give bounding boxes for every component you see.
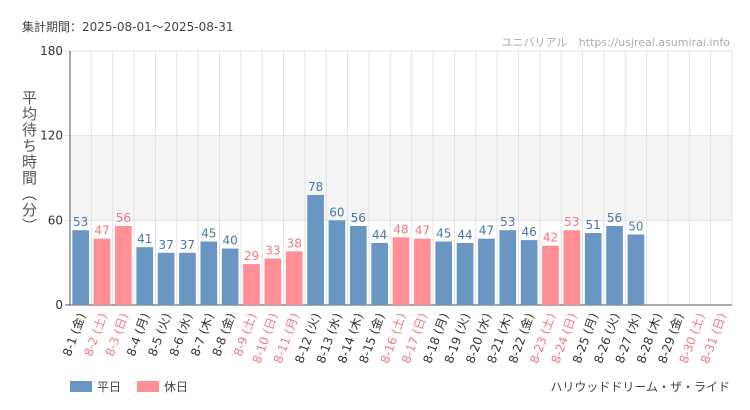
bar xyxy=(157,252,175,305)
bar-value-label: 56 xyxy=(116,211,131,225)
bar xyxy=(392,237,410,305)
bar-value-label: 44 xyxy=(457,228,472,242)
bar-value-label: 78 xyxy=(308,180,323,194)
bar xyxy=(285,251,303,305)
bar-value-label: 37 xyxy=(158,238,173,252)
bar xyxy=(627,234,645,305)
bar-value-label: 56 xyxy=(607,211,622,225)
bar-value-label: 51 xyxy=(586,218,601,232)
bar-value-label: 53 xyxy=(500,215,515,229)
bar xyxy=(371,242,388,305)
bar xyxy=(542,245,559,305)
bar-value-label: 33 xyxy=(265,243,280,257)
legend-holiday-swatch xyxy=(137,381,160,392)
bar-value-label: 45 xyxy=(436,227,451,241)
legend-weekday-label: 平日 xyxy=(97,380,122,394)
bar-value-label: 46 xyxy=(521,225,536,239)
bar xyxy=(136,247,154,305)
bar xyxy=(606,225,623,305)
bar xyxy=(520,240,538,305)
bar-value-label: 45 xyxy=(201,227,216,241)
bar xyxy=(264,258,282,305)
y-tick-label: 0 xyxy=(55,298,63,312)
y-tick-label: 120 xyxy=(40,129,63,143)
bar xyxy=(435,241,453,305)
bar xyxy=(115,225,132,305)
site-credit: ユニバリアル https://usjreal.asumirai.info xyxy=(501,34,730,50)
bar xyxy=(584,233,602,305)
bar xyxy=(328,220,346,305)
legend: 平日 休日 xyxy=(70,378,204,395)
bar-value-label: 50 xyxy=(628,219,643,233)
legend-weekday[interactable]: 平日 xyxy=(70,378,121,395)
legend-weekday-swatch xyxy=(70,381,92,392)
bar-value-label: 48 xyxy=(393,222,408,236)
bar xyxy=(478,238,495,305)
bar xyxy=(563,230,581,305)
bar xyxy=(179,252,196,305)
bar-value-label: 53 xyxy=(564,215,579,229)
bar xyxy=(307,194,324,305)
bar-value-label: 38 xyxy=(287,236,302,250)
period-label: 集計期間：2025-08-01〜2025-08-31 xyxy=(22,20,234,34)
y-tick-label: 180 xyxy=(40,44,63,58)
bar xyxy=(200,241,218,305)
bar-value-label: 42 xyxy=(543,231,558,245)
bar xyxy=(414,238,431,305)
legend-holiday[interactable]: 休日 xyxy=(137,378,188,395)
bar xyxy=(243,264,260,305)
y-tick-label: 60 xyxy=(48,213,63,227)
bar xyxy=(499,230,517,305)
legend-holiday-label: 休日 xyxy=(164,380,189,394)
bar-value-label: 41 xyxy=(137,232,152,246)
site-url[interactable]: https://usjreal.asumirai.info xyxy=(578,36,730,49)
bar xyxy=(456,242,474,305)
attraction-name: ハリウッドドリーム・ザ・ライド xyxy=(550,380,730,394)
y-axis-label: 平均待ち時間（分） xyxy=(20,90,38,234)
bar-value-label: 47 xyxy=(415,224,430,238)
highlight-band xyxy=(70,135,732,221)
bar-value-label: 56 xyxy=(351,211,366,225)
bar-value-label: 47 xyxy=(94,224,109,238)
bar-value-label: 37 xyxy=(180,238,195,252)
bar-value-label: 40 xyxy=(223,234,238,248)
bar xyxy=(221,248,239,305)
bar-value-label: 47 xyxy=(479,224,494,238)
site-name: ユニバリアル xyxy=(501,36,568,49)
bar-value-label: 60 xyxy=(329,205,344,219)
bar-value-label: 44 xyxy=(372,228,387,242)
bar xyxy=(72,230,90,305)
bar-value-label: 29 xyxy=(244,249,259,263)
bar xyxy=(349,225,367,305)
bar-value-label: 53 xyxy=(73,215,88,229)
bar xyxy=(93,238,111,305)
